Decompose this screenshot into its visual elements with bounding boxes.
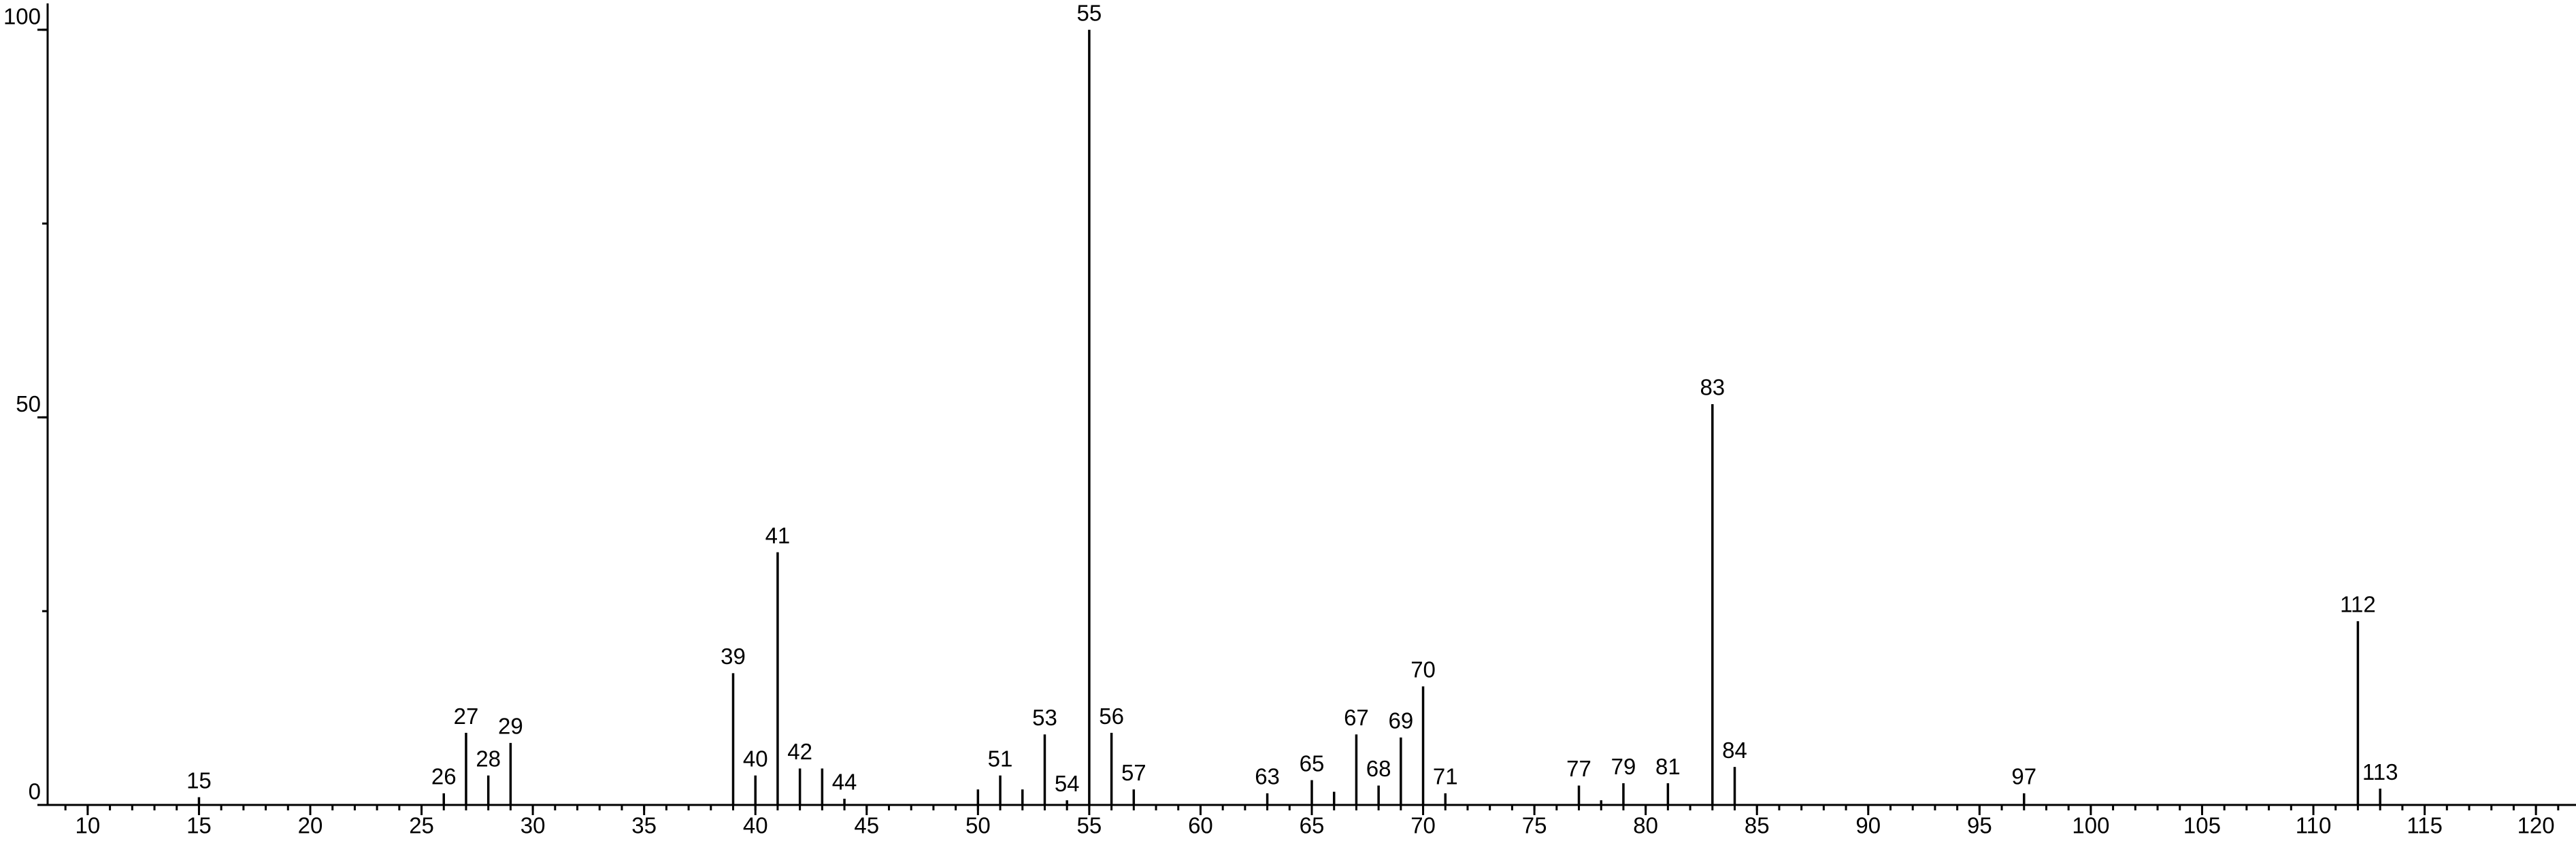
peak-label: 57 bbox=[1121, 760, 1146, 785]
peak-label: 54 bbox=[1055, 771, 1080, 796]
x-tick-label: 80 bbox=[1633, 813, 1658, 838]
x-tick-label: 115 bbox=[2407, 813, 2443, 838]
x-tick-label: 110 bbox=[2296, 813, 2332, 838]
peak-label: 28 bbox=[476, 746, 501, 771]
peak-label: 69 bbox=[1388, 708, 1413, 733]
peak-label: 84 bbox=[1722, 738, 1747, 763]
peak-label: 113 bbox=[2362, 759, 2398, 785]
peak-label: 15 bbox=[186, 768, 212, 793]
peak-label: 29 bbox=[498, 714, 523, 739]
peak-label: 68 bbox=[1366, 756, 1391, 781]
peak-label: 71 bbox=[1433, 764, 1458, 789]
peak-label: 40 bbox=[743, 746, 768, 771]
peak-label: 65 bbox=[1300, 751, 1325, 776]
peak-label: 39 bbox=[721, 644, 746, 669]
peak-label: 41 bbox=[765, 523, 791, 548]
x-tick-label: 100 bbox=[2072, 813, 2109, 838]
x-tick-label: 15 bbox=[186, 813, 212, 838]
y-tick-label: 100 bbox=[3, 3, 41, 29]
peak-label: 51 bbox=[988, 746, 1013, 771]
x-tick-label: 45 bbox=[854, 813, 879, 838]
x-tick-label: 50 bbox=[965, 813, 991, 838]
x-tick-label: 25 bbox=[409, 813, 434, 838]
x-tick-label: 35 bbox=[631, 813, 657, 838]
x-tick-label: 55 bbox=[1077, 813, 1102, 838]
peak-label: 97 bbox=[2011, 764, 2036, 789]
x-tick-label: 90 bbox=[1855, 813, 1881, 838]
peak-label: 44 bbox=[832, 770, 857, 795]
peak-label: 26 bbox=[431, 764, 457, 789]
x-tick-label: 120 bbox=[2517, 813, 2555, 838]
x-tick-label: 40 bbox=[743, 813, 768, 838]
x-tick-label: 75 bbox=[1522, 813, 1547, 838]
peak-label: 55 bbox=[1077, 0, 1102, 25]
x-tick-label: 30 bbox=[521, 813, 546, 838]
peak-label: 56 bbox=[1099, 704, 1124, 729]
x-tick-label: 95 bbox=[1967, 813, 1992, 838]
x-tick-label: 70 bbox=[1410, 813, 1436, 838]
peak-label: 83 bbox=[1700, 375, 1725, 400]
peak-label: 42 bbox=[787, 739, 812, 764]
peak-label: 112 bbox=[2340, 592, 2376, 617]
peak-label: 27 bbox=[454, 704, 479, 729]
x-tick-label: 60 bbox=[1188, 813, 1213, 838]
peak-label: 67 bbox=[1344, 705, 1369, 730]
x-tick-label: 20 bbox=[298, 813, 323, 838]
peak-label: 81 bbox=[1655, 754, 1681, 779]
peak-label: 63 bbox=[1255, 764, 1280, 789]
x-tick-label: 85 bbox=[1745, 813, 1770, 838]
peak-label: 79 bbox=[1611, 754, 1636, 779]
x-tick-label: 65 bbox=[1300, 813, 1325, 838]
peak-label: 53 bbox=[1032, 705, 1057, 730]
peak-label: 70 bbox=[1410, 657, 1436, 682]
x-tick-label: 105 bbox=[2183, 813, 2221, 838]
x-tick-label: 10 bbox=[76, 813, 101, 838]
y-tick-label: 0 bbox=[29, 779, 41, 804]
peak-label: 77 bbox=[1566, 756, 1591, 781]
y-tick-label: 50 bbox=[16, 391, 41, 416]
